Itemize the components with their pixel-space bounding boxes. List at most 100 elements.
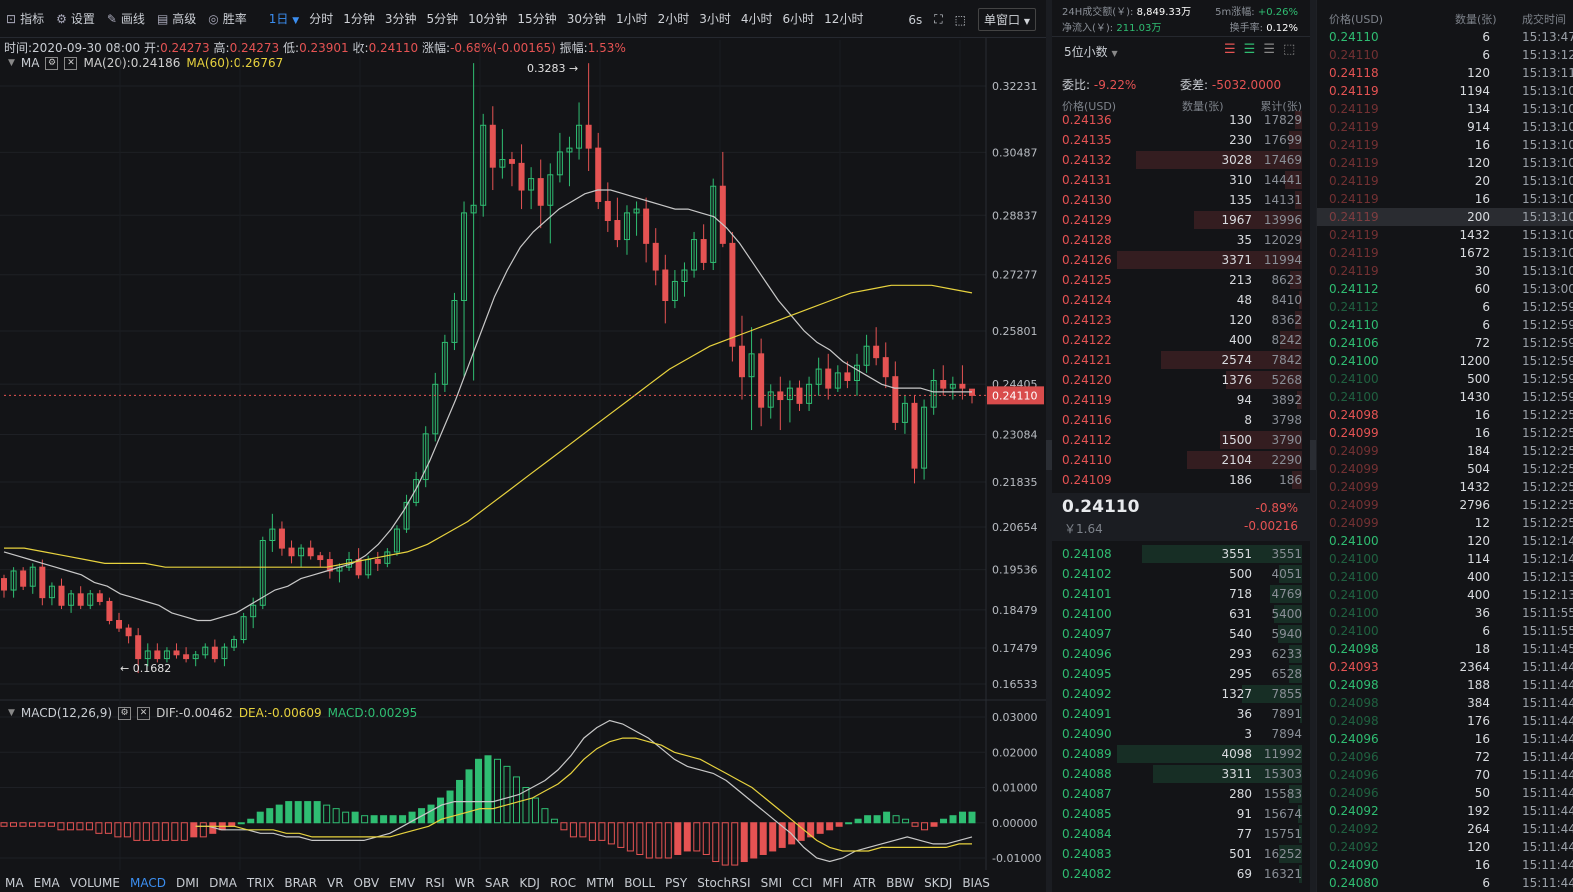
candle[interactable] [949,376,956,400]
candle[interactable] [10,567,17,598]
candle[interactable] [58,578,65,610]
collapse-handle[interactable] [1046,440,1052,470]
candle[interactable] [643,197,650,263]
interval-option[interactable]: 4小时 [740,12,773,26]
candle[interactable] [461,201,468,377]
candle[interactable] [77,586,84,610]
fullscreen-icon[interactable]: ⛶ [934,12,943,26]
candle[interactable] [173,643,180,659]
indicator-tab-ema[interactable]: EMA [33,876,60,890]
order-book-row[interactable]: 0.24128 35 12029 [1052,230,1310,250]
interval-option[interactable]: 3分钟 [384,12,417,26]
candle[interactable] [623,205,630,255]
refresh-interval[interactable]: 6s [908,12,923,27]
candle[interactable] [652,228,659,286]
order-book-row[interactable]: 0.24092 1327 7855 [1052,684,1310,704]
indicator-tab-cci[interactable]: CCI [792,876,813,890]
indicator-tab-volume[interactable]: VOLUME [69,876,120,890]
candle[interactable] [144,643,151,667]
indicator-tab-sar[interactable]: SAR [484,876,510,890]
candle[interactable] [758,338,765,427]
candle[interactable] [403,494,410,533]
indicator-tab-mfi[interactable]: MFI [822,876,844,890]
candle[interactable] [518,144,525,210]
candle[interactable] [87,590,94,610]
advanced-button[interactable]: ▤ 高级 [157,10,196,27]
indicator-button[interactable]: ⊡ 指标 [6,10,44,27]
indicator-tab-roc[interactable]: ROC [549,876,577,890]
interval-option[interactable]: 15分钟 [517,12,557,26]
indicator-tab-boll[interactable]: BOLL [624,876,656,890]
indicator-tab-dmi[interactable]: DMI [175,876,200,890]
candle[interactable] [738,315,745,400]
order-book-row[interactable]: 0.24097 540 5940 [1052,624,1310,644]
candle[interactable] [614,197,621,248]
order-book-row[interactable]: 0.24100 631 5400 [1052,604,1310,624]
interval-option[interactable]: 5分钟 [426,12,459,26]
indicator-tab-rsi[interactable]: RSI [425,876,445,890]
candle[interactable] [163,647,170,663]
candle[interactable] [470,63,477,381]
order-book-row[interactable]: 0.24136 130 17829 [1052,110,1310,130]
candle[interactable] [700,224,707,271]
order-book-row[interactable]: 0.24089 4098 11992 [1052,744,1310,764]
candle[interactable] [767,384,774,419]
order-book-row[interactable]: 0.24116 8 3798 [1052,410,1310,430]
candle[interactable] [221,643,228,667]
candlestick-chart[interactable]: 0.322310.304870.288370.272770.258010.244… [0,0,1046,892]
candle[interactable] [969,388,975,404]
candle[interactable] [786,380,793,423]
candle[interactable] [116,612,123,632]
order-book-row[interactable]: 0.24112 1500 3790 [1052,430,1310,450]
indicator-tab-vr[interactable]: VR [326,876,344,890]
candle[interactable] [921,399,928,480]
order-book-row[interactable]: 0.24121 2574 7842 [1052,350,1310,370]
indicator-tab-psy[interactable]: PSY [665,876,688,890]
candle[interactable] [240,612,247,644]
order-book-row[interactable]: 0.24131 310 14441 [1052,170,1310,190]
candle[interactable] [604,182,611,232]
candle[interactable] [729,231,736,362]
order-book-row[interactable]: 0.24101 718 4769 [1052,584,1310,604]
indicator-tab-dma[interactable]: DMA [209,876,237,890]
indicator-tab-macd[interactable]: MACD [129,876,166,890]
candle[interactable] [202,643,209,659]
order-book-row[interactable]: 0.24102 500 4051 [1052,564,1310,584]
candle[interactable] [96,590,103,606]
interval-option[interactable]: 10分钟 [468,12,508,26]
candle[interactable] [508,151,515,187]
candle[interactable] [499,129,506,179]
candle[interactable] [882,342,889,389]
candle[interactable] [691,231,698,278]
bids-only-icon[interactable]: ☰ [1243,42,1256,57]
interval-option[interactable]: 12小时 [824,12,864,26]
candle[interactable] [211,639,218,663]
ma-close-icon[interactable]: ✕ [64,56,78,70]
candle[interactable] [681,262,688,297]
order-book-row[interactable]: 0.24125 213 8623 [1052,270,1310,290]
candle[interactable] [547,163,554,244]
order-book-row[interactable]: 0.24129 1967 13996 [1052,210,1310,230]
order-book-row[interactable]: 0.24135 230 17699 [1052,130,1310,150]
candle[interactable] [451,292,458,351]
order-book-row[interactable]: 0.24090 3 7894 [1052,724,1310,744]
order-book-row[interactable]: 0.24108 3551 3551 [1052,544,1310,564]
candle[interactable] [48,582,55,606]
candle[interactable] [422,426,429,488]
asks-only-icon[interactable]: ☰ [1263,42,1275,57]
indicator-tab-skdj[interactable]: SKDJ [924,876,953,890]
candle[interactable] [288,540,295,564]
screenshot-icon[interactable]: ⬚ [954,12,966,27]
order-book-row[interactable]: 0.24124 48 8410 [1052,290,1310,310]
order-book-row[interactable]: 0.24126 3371 11994 [1052,250,1310,270]
interval-option[interactable]: 1小时 [615,12,648,26]
candle[interactable] [834,365,841,392]
indicator-tab-trix[interactable]: TRIX [246,876,275,890]
candle[interactable] [585,63,592,171]
candle[interactable] [825,353,832,400]
candle[interactable] [633,201,640,236]
panel-splitter[interactable] [1046,0,1052,892]
order-book-row[interactable]: 0.24084 77 15751 [1052,824,1310,844]
candle[interactable] [125,624,132,644]
candle[interactable] [432,372,439,442]
